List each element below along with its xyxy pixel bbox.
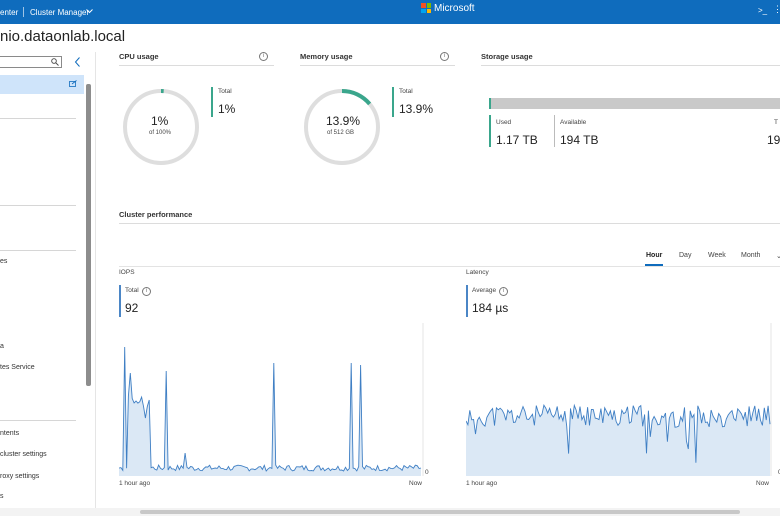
storage-available-value: 194 TB xyxy=(560,133,599,147)
tab-week[interactable]: Week xyxy=(708,252,726,259)
collapse-chevron-icon[interactable] xyxy=(74,57,81,67)
latency-x-end: Now xyxy=(756,480,770,487)
open-link-icon[interactable] xyxy=(69,80,77,87)
info-icon[interactable]: i xyxy=(440,52,449,61)
latency-avg-value: 184 µs xyxy=(472,301,509,315)
cpu-total-label: Total xyxy=(218,88,232,95)
latency-avg-label: Average xyxy=(472,287,497,294)
cpu-center-sub: of 100% xyxy=(149,130,172,136)
storage-available-label: Available xyxy=(560,119,587,126)
divider xyxy=(0,250,76,251)
tab-more[interactable]: ⌄ xyxy=(776,253,780,260)
info-icon[interactable]: i xyxy=(142,287,151,296)
storage-card-title: Storage usage xyxy=(481,52,533,61)
storage-bar-track xyxy=(489,98,780,109)
iops-total-value: 92 xyxy=(125,301,139,315)
divider xyxy=(481,65,780,66)
storage-total-value: 19 xyxy=(767,133,780,147)
ellipsis-icon[interactable]: ⋮ xyxy=(773,4,780,14)
memory-center-value: 13.9% xyxy=(326,114,361,128)
sidebar-item-label[interactable]: roxy settings xyxy=(0,473,40,480)
sidebar-item-dashboard[interactable] xyxy=(0,75,84,94)
cpu-ring xyxy=(123,89,199,165)
iops-axis-zero: 0 xyxy=(425,469,429,476)
divider xyxy=(119,65,274,66)
tab-month[interactable]: Month xyxy=(741,252,761,259)
storage-bar-used xyxy=(489,98,491,109)
breadcrumb-cluster-manager[interactable]: Cluster Manager xyxy=(30,8,90,17)
microsoft-logo xyxy=(421,3,431,13)
divider xyxy=(119,266,780,267)
info-icon[interactable]: i xyxy=(499,287,508,296)
divider xyxy=(0,118,76,119)
latency-axis-zero: 0 xyxy=(778,469,780,476)
search-input[interactable] xyxy=(0,56,62,68)
divider xyxy=(0,205,76,206)
sidebar-scrollbar[interactable] xyxy=(86,84,91,386)
iops-title: IOPS xyxy=(119,269,135,276)
brand-name: Microsoft xyxy=(434,3,475,14)
breadcrumb-admin-center[interactable]: enter xyxy=(0,8,19,17)
sidebar-item-label[interactable]: es xyxy=(0,258,8,265)
storage-used-value: 1.17 TB xyxy=(496,133,538,147)
memory-total-label: Total xyxy=(399,88,413,95)
horizontal-scrollbar[interactable] xyxy=(0,508,780,516)
search-icon xyxy=(51,58,59,66)
breadcrumb-separator xyxy=(23,7,24,17)
top-bar: enter Cluster Manager Microsoft >_ ⋮ xyxy=(0,0,780,24)
divider xyxy=(300,65,455,66)
sidebar-item-label[interactable]: ntents xyxy=(0,430,20,437)
sidebar-item-label[interactable]: tes Service xyxy=(0,364,35,371)
accent-bar xyxy=(119,285,121,317)
divider xyxy=(119,223,780,224)
sidebar-divider xyxy=(95,52,96,516)
iops-chart xyxy=(119,323,424,476)
cpu-center-value: 1% xyxy=(151,114,169,128)
cpu-total-value: 1% xyxy=(218,102,236,116)
sidebar: es a tes Service ntents cluster settings… xyxy=(0,52,92,516)
memory-ring xyxy=(304,89,380,165)
accent-bar xyxy=(392,87,394,117)
accent-bar xyxy=(489,115,491,147)
info-icon[interactable]: i xyxy=(259,52,268,61)
storage-total-label: T xyxy=(774,119,778,126)
storage-used-label: Used xyxy=(496,119,512,126)
performance-title: Cluster performance xyxy=(119,210,193,219)
cpu-card-title: CPU usage xyxy=(119,52,159,61)
latency-chart xyxy=(466,323,772,476)
iops-x-end: Now xyxy=(409,480,423,487)
tab-day[interactable]: Day xyxy=(679,252,692,259)
tab-hour[interactable]: Hour xyxy=(646,252,663,259)
memory-card-title: Memory usage xyxy=(300,52,353,61)
chevron-down-icon[interactable] xyxy=(86,9,93,14)
sidebar-item-label[interactable]: s xyxy=(0,493,4,500)
page-title: nio.dataonlab.local xyxy=(0,28,126,45)
memory-total-value: 13.9% xyxy=(399,102,434,116)
latency-title: Latency xyxy=(466,269,489,276)
memory-center-sub: of 512 GB xyxy=(327,130,355,136)
sidebar-item-label[interactable]: a xyxy=(0,343,4,350)
sidebar-item-label[interactable]: cluster settings xyxy=(0,451,47,458)
accent-bar xyxy=(466,285,468,317)
accent-bar xyxy=(211,87,213,117)
latency-x-start: 1 hour ago xyxy=(466,480,498,487)
scroll-thumb[interactable] xyxy=(140,510,740,514)
iops-x-start: 1 hour ago xyxy=(119,480,151,487)
divider xyxy=(0,420,76,421)
divider xyxy=(554,115,555,147)
console-icon[interactable]: >_ xyxy=(758,6,768,15)
iops-total-label: Total xyxy=(125,287,139,294)
active-tab-indicator xyxy=(645,264,663,266)
